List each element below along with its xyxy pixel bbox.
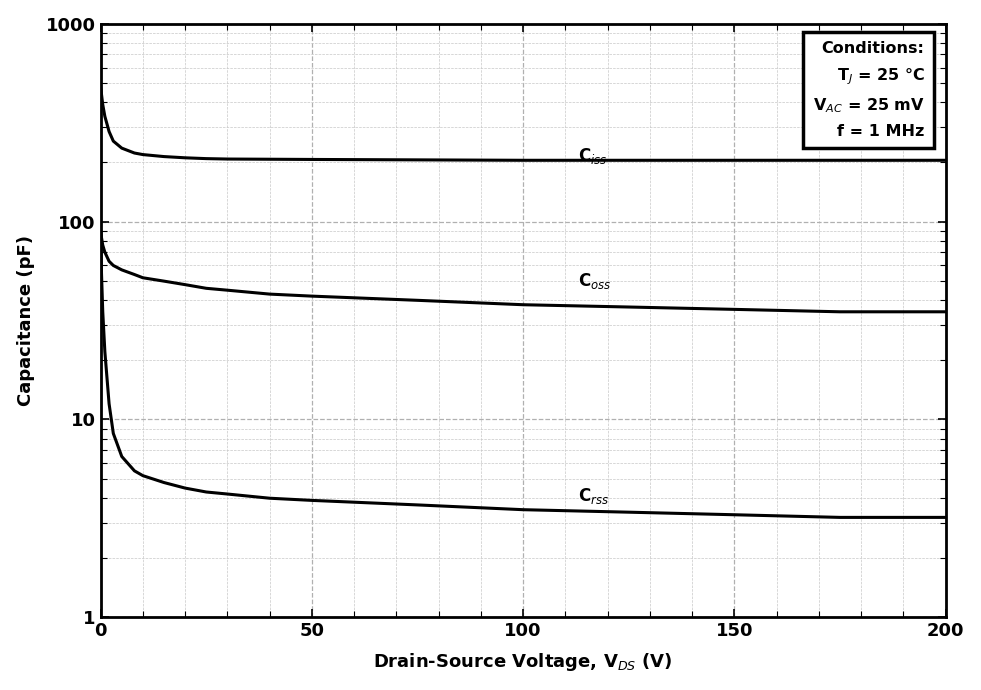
Text: C$_{oss}$: C$_{oss}$: [578, 271, 611, 291]
Y-axis label: Capacitance (pF): Capacitance (pF): [17, 235, 34, 406]
Text: Conditions:
T$_J$ = 25 °C
V$_{AC}$ = 25 mV
f = 1 MHz: Conditions: T$_J$ = 25 °C V$_{AC}$ = 25 …: [812, 41, 924, 139]
Text: C$_{iss}$: C$_{iss}$: [578, 146, 607, 166]
X-axis label: Drain-Source Voltage, V$_{DS}$ (V): Drain-Source Voltage, V$_{DS}$ (V): [374, 651, 673, 673]
Text: C$_{rss}$: C$_{rss}$: [578, 486, 609, 506]
